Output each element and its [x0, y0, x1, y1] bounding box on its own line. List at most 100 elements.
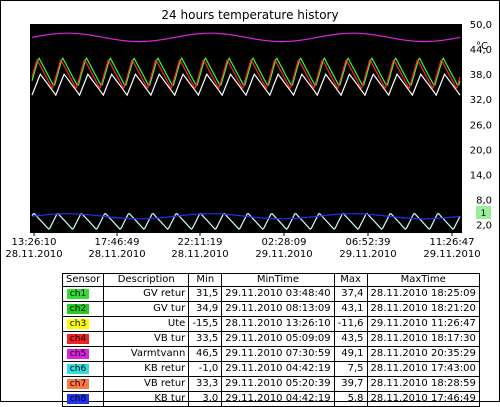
- max-cell: 49,1: [333, 346, 368, 362]
- max-cell: 7,5: [333, 361, 368, 377]
- y-axis-labels: 50,0 44,0 38,0 32,0 26,0 20,0 14,0 8,0 2,0: [470, 20, 492, 232]
- sensor-cell: ch7: [61, 376, 105, 392]
- plot-area: [30, 24, 462, 233]
- sensor-swatch: ch5: [67, 349, 89, 359]
- min-time-cell: 29.11.2010 05:20:39: [221, 376, 335, 392]
- min-cell: 46,5: [188, 346, 223, 362]
- table-row: ch3 Ute -15,5 28.11.2010 13:26:10 -11,6 29.11…: [61, 316, 480, 332]
- min-time-cell: 29.11.2010 04:42:19: [221, 361, 335, 377]
- x-tick-time: 02:28:09: [262, 237, 307, 248]
- side-badge: 1: [481, 209, 487, 219]
- min-time-cell: 29.11.2010 04:42:19: [221, 391, 335, 407]
- temperature-chart: 50,0 44,0 38,0 32,0 26,0 20,0 14,0 8,0 2,0 13:26…: [5, 20, 492, 260]
- y-tick-label: 8,0: [476, 196, 492, 207]
- min-time-cell: 29.11.2010 05:09:09: [221, 331, 335, 347]
- y-tick-label: 14,0: [470, 170, 492, 181]
- series-line-ch5: [31, 32, 461, 43]
- max-time-cell: 28.11.2010 17:46:49: [366, 391, 480, 407]
- min-cell: 31,5: [188, 286, 223, 302]
- min-time-cell: 29.11.2010 08:13:09: [221, 301, 335, 317]
- max-time-cell: 28.11.2010 18:28:59: [366, 376, 480, 392]
- y-tick-label: 2,0: [476, 221, 492, 232]
- desc-cell: VB tur: [103, 331, 190, 347]
- y-tick-label: 20,0: [470, 145, 492, 156]
- sensor-table: Sensor Description Min MinTime Max MaxTi…: [61, 273, 480, 407]
- table-row: ch1 GV retur 31,5 29.11.2010 03:48:40 37,4 28…: [61, 286, 480, 302]
- sensor-swatch: ch6: [67, 364, 89, 374]
- x-tick-date: 29.11.2010: [255, 249, 312, 260]
- header-min: Min: [188, 273, 223, 287]
- max-time-cell: 28.11.2010 18:21:20: [366, 301, 480, 317]
- min-time-cell: 29.11.2010 03:48:40: [221, 286, 335, 302]
- header-maxtime: MaxTime: [366, 273, 480, 287]
- sensor-cell: ch5: [61, 346, 105, 362]
- x-tick-time: 06:52:39: [346, 237, 391, 248]
- y-tick-label: 32,0: [470, 95, 492, 106]
- y-unit-label: °C: [476, 41, 488, 52]
- sensor-cell: ch2: [61, 301, 105, 317]
- max-time-cell: 28.11.2010 18:25:09: [366, 286, 480, 302]
- table-row: ch4 VB tur 33,5 29.11.2010 05:09:09 43,5 28.1…: [61, 331, 480, 347]
- max-cell: -11,6: [333, 316, 368, 332]
- header-mintime: MinTime: [221, 273, 335, 287]
- min-cell: 34,9: [188, 301, 223, 317]
- x-tick-time: 22:11:19: [178, 237, 223, 248]
- header-sensor: Sensor: [61, 273, 105, 287]
- x-tick-date: 28.11.2010: [5, 249, 62, 260]
- min-cell: 3,0: [188, 391, 223, 407]
- series-line-ch4: [31, 59, 461, 90]
- sensor-swatch: ch1: [67, 289, 89, 299]
- desc-cell: KB retur: [103, 361, 190, 377]
- sensor-table-header: Sensor Description Min MinTime Max MaxTi…: [61, 273, 480, 287]
- desc-cell: Ute: [103, 316, 190, 332]
- sensor-swatch: ch4: [67, 334, 89, 344]
- sensor-swatch: ch3: [67, 319, 89, 329]
- max-cell: 43,1: [333, 301, 368, 317]
- table-row: ch5 Varmtvann 46,5 29.11.2010 07:30:59 49,1 2…: [61, 346, 480, 362]
- min-time-cell: 28.11.2010 13:26:10: [221, 316, 335, 332]
- desc-cell: VB retur: [103, 376, 190, 392]
- x-tick-date: 29.11.2010: [339, 249, 396, 260]
- y-tick-label: 26,0: [470, 120, 492, 131]
- max-time-cell: 28.11.2010 18:17:30: [366, 331, 480, 347]
- table-row: ch2 GV tur 34,9 29.11.2010 08:13:09 43,1 28.1…: [61, 301, 480, 317]
- x-tick-date: 28.11.2010: [171, 249, 228, 260]
- sensor-cell: ch1: [61, 286, 105, 302]
- max-time-cell: 28.11.2010 17:43:00: [366, 361, 480, 377]
- series-line-ch8: [31, 213, 461, 220]
- min-cell: 33,3: [188, 376, 223, 392]
- table-row: ch6 KB retur -1,0 29.11.2010 04:42:19 7,5 28.…: [61, 361, 480, 377]
- max-time-cell: 29.11.2010 11:26:47: [366, 316, 480, 332]
- max-time-cell: 28.11.2010 20:35:29: [366, 346, 480, 362]
- y-tick-label: 38,0: [470, 70, 492, 81]
- max-cell: 43,5: [333, 331, 368, 347]
- sensor-swatch: ch7: [67, 379, 89, 389]
- desc-cell: GV tur: [103, 301, 190, 317]
- y-tick-label: 50,0: [470, 20, 492, 31]
- min-time-cell: 29.11.2010 07:30:59: [221, 346, 335, 362]
- chart-title: 24 hours temperature history: [161, 8, 339, 22]
- sensor-swatch: ch2: [67, 304, 89, 314]
- min-cell: -15,5: [188, 316, 223, 332]
- desc-cell: Varmtvann: [103, 346, 190, 362]
- sensor-cell: ch4: [61, 331, 105, 347]
- x-tick-time: 11:26:47: [430, 237, 475, 248]
- min-cell: 33,5: [188, 331, 223, 347]
- sensor-cell: ch6: [61, 361, 105, 377]
- side-badge-box: [476, 206, 491, 219]
- sensor-cell: ch3: [61, 316, 105, 332]
- sensor-swatch: ch8: [67, 394, 89, 404]
- series-line-ch1: [31, 72, 461, 97]
- max-cell: 37,4: [333, 286, 368, 302]
- desc-cell: GV retur: [103, 286, 190, 302]
- header-max: Max: [333, 273, 368, 287]
- desc-cell: KB tur: [103, 391, 190, 407]
- x-tick-date: 29.11.2010: [423, 249, 480, 260]
- x-tick-date: 28.11.2010: [88, 249, 145, 260]
- table-row: ch7 VB retur 33,3 29.11.2010 05:20:39 39,7 28…: [61, 376, 480, 392]
- y-tick-label: 44,0: [470, 45, 492, 56]
- header-description: Description: [103, 273, 190, 287]
- x-tick-time: 17:46:49: [95, 237, 140, 248]
- max-cell: 39,7: [333, 376, 368, 392]
- sensor-cell: ch8: [61, 391, 105, 407]
